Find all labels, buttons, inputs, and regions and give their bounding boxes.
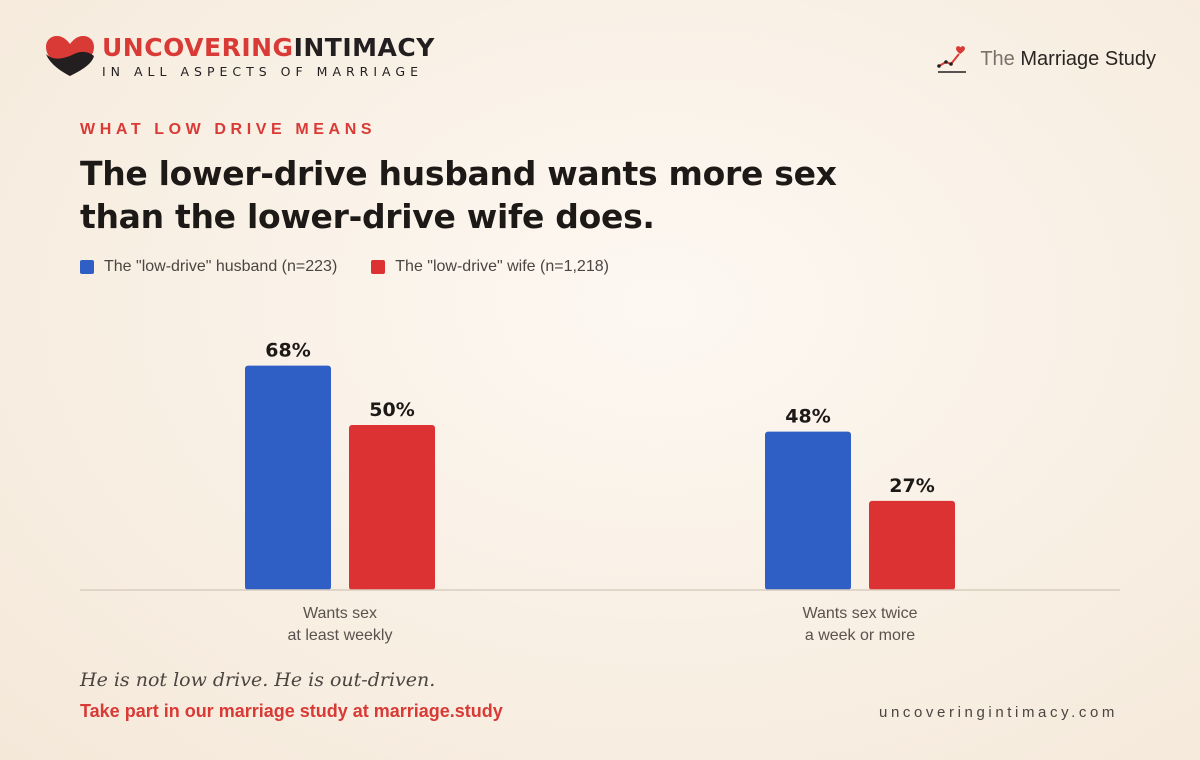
legend-swatch-wife xyxy=(371,260,386,274)
footer-quote: He is not low drive. He is out-driven. xyxy=(80,669,436,691)
legend-item-husband: The "low-drive" husband (n=223) xyxy=(80,258,337,276)
bar-husband-0 xyxy=(245,365,331,590)
logo-tagline: IN ALL ASPECTS OF MARRIAGE xyxy=(102,64,423,79)
bar-husband-1 xyxy=(765,431,851,590)
chart-legend: The "low-drive" husband (n=223) The "low… xyxy=(80,258,643,276)
bar-value-label-wife-1: 27% xyxy=(889,475,934,497)
study-prefix: The xyxy=(980,47,1015,70)
bar-value-label-wife-0: 50% xyxy=(369,399,414,421)
bar-value-label-husband-1: 48% xyxy=(785,406,830,428)
category-label-0-line-0: Wants sex xyxy=(303,605,377,622)
category-label-1-line-0: Wants sex twice xyxy=(803,605,918,622)
logo-wordmark: UNCOVERINGINTIMACY xyxy=(102,34,435,62)
legend-label-husband: The "low-drive" husband (n=223) xyxy=(104,258,338,275)
brand-logo: UNCOVERINGINTIMACY IN ALL ASPECTS OF MAR… xyxy=(44,34,435,79)
study-cta-link[interactable]: Take part in our marriage study at marri… xyxy=(80,701,503,721)
study-title: Marriage Study xyxy=(1020,47,1156,70)
bar-value-label-husband-0: 68% xyxy=(265,340,310,362)
legend-item-wife: The "low-drive" wife (n=1,218) xyxy=(371,258,609,276)
legend-swatch-husband xyxy=(80,260,94,274)
bar-wife-1 xyxy=(869,500,955,590)
trend-chart-icon xyxy=(937,46,967,73)
headline: The lower-drive husband wants more sex t… xyxy=(80,154,837,236)
bar-wife-0 xyxy=(349,425,435,590)
logo-word-uncovering: UNCOVERING xyxy=(102,33,294,62)
logo-word-intimacy: INTIMACY xyxy=(293,33,435,62)
category-label-0-line-1: at least weekly xyxy=(288,627,393,644)
site-url[interactable]: uncoveringintimacy.com xyxy=(879,704,1118,721)
study-badge: The Marriage Study xyxy=(936,44,1156,74)
study-name: The Marriage Study xyxy=(980,48,1156,71)
kicker: WHAT LOW DRIVE MEANS xyxy=(80,121,377,138)
category-label-1-line-1: a week or more xyxy=(805,627,915,644)
heart-icon xyxy=(46,36,94,76)
legend-label-wife: The "low-drive" wife (n=1,218) xyxy=(395,258,609,275)
